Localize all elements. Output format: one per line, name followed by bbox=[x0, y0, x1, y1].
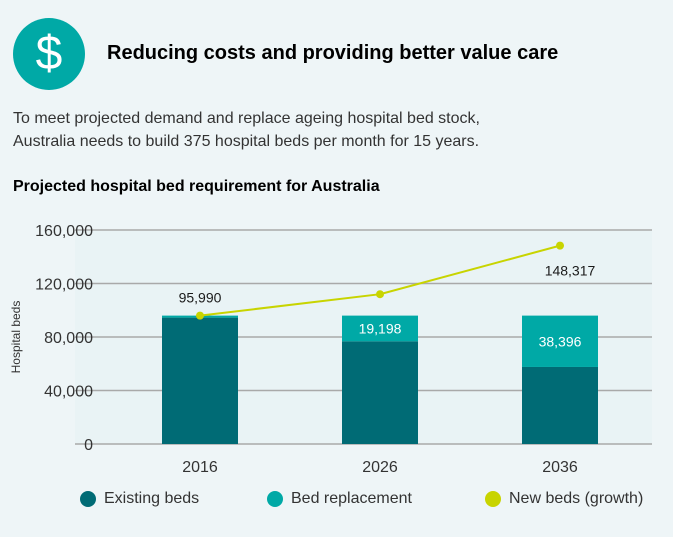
growth-data-label: 148,317 bbox=[545, 263, 596, 279]
legend-label: Bed replacement bbox=[291, 490, 412, 507]
growth-data-label: 95,990 bbox=[179, 290, 222, 306]
legend-existing: Existing beds bbox=[80, 490, 199, 508]
legend-swatch bbox=[267, 491, 283, 507]
growth-point bbox=[556, 241, 564, 250]
intro-line: To meet projected demand and replace age… bbox=[13, 110, 480, 127]
legend-swatch bbox=[485, 491, 501, 507]
bar-existing bbox=[342, 341, 418, 444]
growth-point bbox=[196, 311, 204, 320]
replacement-data-label: 38,396 bbox=[539, 333, 582, 349]
legend-label: New beds (growth) bbox=[509, 490, 644, 507]
dollar-icon: $ bbox=[13, 18, 85, 90]
y-axis-label: Hospital beds bbox=[9, 301, 23, 374]
x-tick-label: 2036 bbox=[542, 459, 578, 476]
legend-replacement: Bed replacement bbox=[267, 490, 412, 508]
replacement-data-label: 19,198 bbox=[359, 320, 402, 336]
growth-point bbox=[376, 290, 384, 299]
y-tick-label: 120,000 bbox=[35, 277, 93, 294]
x-tick-label: 2016 bbox=[182, 459, 218, 476]
section-title: Reducing costs and providing better valu… bbox=[107, 42, 559, 64]
intro-text: To meet projected demand and replace age… bbox=[13, 107, 653, 153]
legend-growth: New beds (growth) bbox=[485, 490, 643, 508]
y-tick-label: 0 bbox=[84, 437, 93, 454]
bar-replacement bbox=[522, 315, 598, 367]
x-tick-label: 2026 bbox=[362, 459, 398, 476]
chart-title: Projected hospital bed requirement for A… bbox=[13, 178, 380, 195]
bar-existing bbox=[162, 317, 238, 444]
legend-label: Existing beds bbox=[104, 490, 200, 507]
y-tick-label: 80,000 bbox=[44, 330, 93, 347]
bar-existing bbox=[522, 366, 598, 444]
legend-swatch bbox=[80, 491, 96, 507]
y-tick-label: 160,000 bbox=[35, 223, 93, 240]
y-tick-label: 40,000 bbox=[44, 384, 93, 401]
intro-line: Australia needs to build 375 hospital be… bbox=[13, 133, 480, 150]
bar-replacement bbox=[342, 315, 418, 342]
